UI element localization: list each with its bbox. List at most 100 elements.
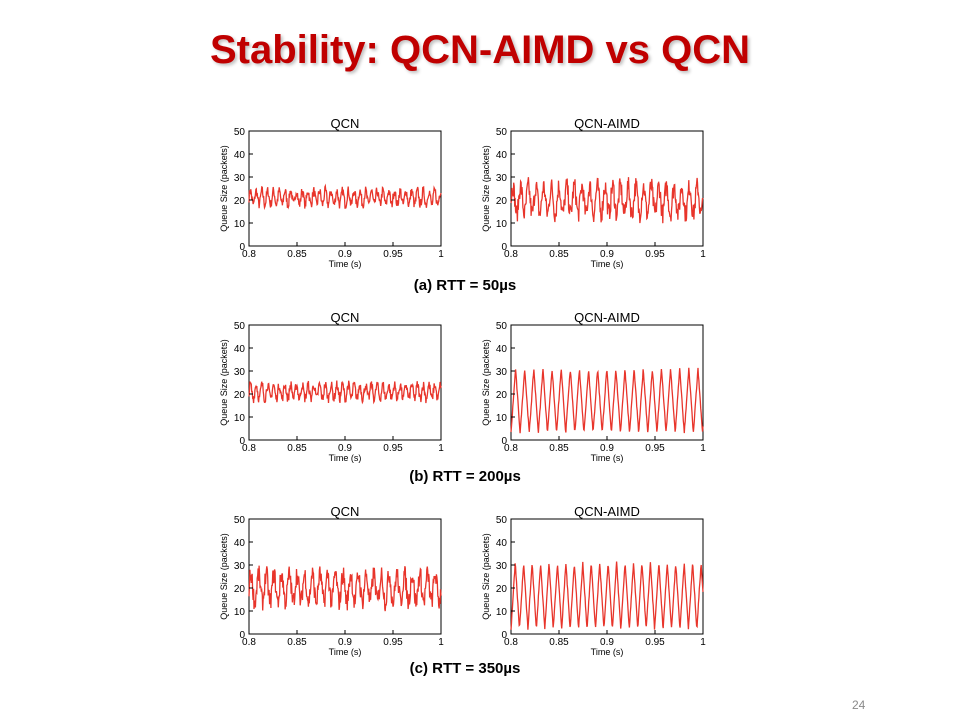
row-caption: (c) RTT = 350µs [410,660,521,677]
x-tick-label: 1 [438,637,444,648]
y-tick-label: 20 [496,196,508,207]
y-tick-label: 30 [234,561,246,572]
x-tick-label: 0.85 [287,443,307,454]
subplot: QCN-AIMD 0 10 20 30 40 50 0.8 0.85 0.9 0.95 1 Time (… [481,504,706,657]
plot-frame [248,518,442,635]
series-line [248,183,442,211]
subplot: QCN-AIMD 0 10 20 30 40 50 0.8 0.85 0.9 0.95 1 Time (… [481,116,706,269]
x-tick-label: 0.85 [287,249,307,260]
y-tick-label: 10 [234,413,246,424]
y-tick-label: 40 [234,538,246,549]
x-axis-label: Time (s) [329,259,362,269]
x-tick-label: 0.95 [645,443,665,454]
x-tick-label: 0.95 [383,637,403,648]
y-tick-label: 20 [234,196,246,207]
x-tick-label: 0.8 [504,637,518,648]
y-axis-label: Queue Size (packets) [481,533,491,620]
x-tick-label: 0.9 [600,637,614,648]
x-tick-label: 0.8 [242,443,256,454]
y-tick-label: 50 [496,321,508,332]
subplot: QCN-AIMD 0 10 20 30 40 50 0.8 0.85 0.9 0.95 1 Time (… [481,310,706,463]
y-tick-label: 10 [234,607,246,618]
plot-title: QCN [331,504,360,519]
y-tick-label: 10 [496,607,508,618]
x-tick-label: 0.9 [338,249,352,260]
x-axis-label: Time (s) [591,453,624,463]
y-tick-label: 30 [496,173,508,184]
series-line [510,177,704,224]
series-line [248,380,442,405]
y-tick-label: 20 [496,390,508,401]
y-tick-label: 40 [496,150,508,161]
subplot: QCN 0 10 20 30 40 50 0.8 0.85 0.9 0.95 1 Time (s) Que… [219,116,444,269]
x-tick-label: 0.85 [549,443,569,454]
x-tick-label: 0.9 [600,249,614,260]
y-tick-label: 10 [234,219,246,230]
x-tick-label: 1 [700,249,706,260]
y-tick-label: 40 [234,344,246,355]
y-tick-label: 0 [239,436,245,447]
plot-frame [248,130,442,247]
y-tick-label: 30 [234,173,246,184]
x-axis-label: Time (s) [591,647,624,657]
row-caption: (b) RTT = 200µs [409,468,521,485]
plot-title: QCN [331,116,360,131]
x-tick-label: 0.85 [549,249,569,260]
y-axis-label: Queue Size (packets) [219,145,229,232]
y-tick-label: 30 [234,367,246,378]
x-tick-label: 0.8 [242,249,256,260]
y-tick-label: 50 [234,127,246,138]
plot-title: QCN-AIMD [574,504,640,519]
x-tick-label: 0.9 [338,443,352,454]
y-tick-label: 20 [234,390,246,401]
y-tick-label: 40 [234,150,246,161]
x-tick-label: 1 [700,443,706,454]
x-tick-label: 0.9 [600,443,614,454]
plot-frame [248,324,442,441]
series-line [248,565,442,612]
plot-title: QCN [331,310,360,325]
x-tick-label: 0.9 [338,637,352,648]
y-tick-label: 10 [496,413,508,424]
y-tick-label: 0 [501,630,507,641]
x-tick-label: 0.95 [383,443,403,454]
x-tick-label: 0.8 [242,637,256,648]
subplot: QCN 0 10 20 30 40 50 0.8 0.85 0.9 0.95 1 Time (s) Que… [219,504,444,657]
slide-title: Stability: QCN-AIMD vs QCN [209,28,751,72]
y-axis-label: Queue Size (packets) [219,533,229,620]
slide-number: 24 [852,698,866,712]
x-axis-label: Time (s) [329,647,362,657]
y-axis-label: Queue Size (packets) [481,339,491,426]
y-tick-label: 10 [496,219,508,230]
y-tick-label: 0 [239,242,245,253]
x-axis-label: Time (s) [329,453,362,463]
x-tick-label: 0.85 [287,637,307,648]
y-tick-label: 20 [496,584,508,595]
subplot: QCN 0 10 20 30 40 50 0.8 0.85 0.9 0.95 1 Time (s) Que… [219,310,444,463]
y-tick-label: 40 [496,344,508,355]
y-tick-label: 50 [496,127,508,138]
plot-title: QCN-AIMD [574,116,640,131]
x-tick-label: 0.95 [645,249,665,260]
y-tick-label: 50 [234,515,246,526]
y-tick-label: 30 [496,561,508,572]
plot-title: QCN-AIMD [574,310,640,325]
x-tick-label: 0.8 [504,249,518,260]
y-tick-label: 20 [234,584,246,595]
x-tick-label: 0.95 [645,637,665,648]
x-tick-label: 0.8 [504,443,518,454]
row-caption: (a) RTT = 50µs [414,277,516,294]
y-tick-label: 0 [501,242,507,253]
y-tick-label: 0 [501,436,507,447]
x-tick-label: 0.95 [383,249,403,260]
y-tick-label: 50 [496,515,508,526]
x-axis-label: Time (s) [591,259,624,269]
y-tick-label: 30 [496,367,508,378]
series-line [510,367,704,434]
x-tick-label: 1 [438,443,444,454]
x-tick-label: 0.85 [549,637,569,648]
x-tick-label: 1 [700,637,706,648]
y-tick-label: 50 [234,321,246,332]
y-axis-label: Queue Size (packets) [219,339,229,426]
